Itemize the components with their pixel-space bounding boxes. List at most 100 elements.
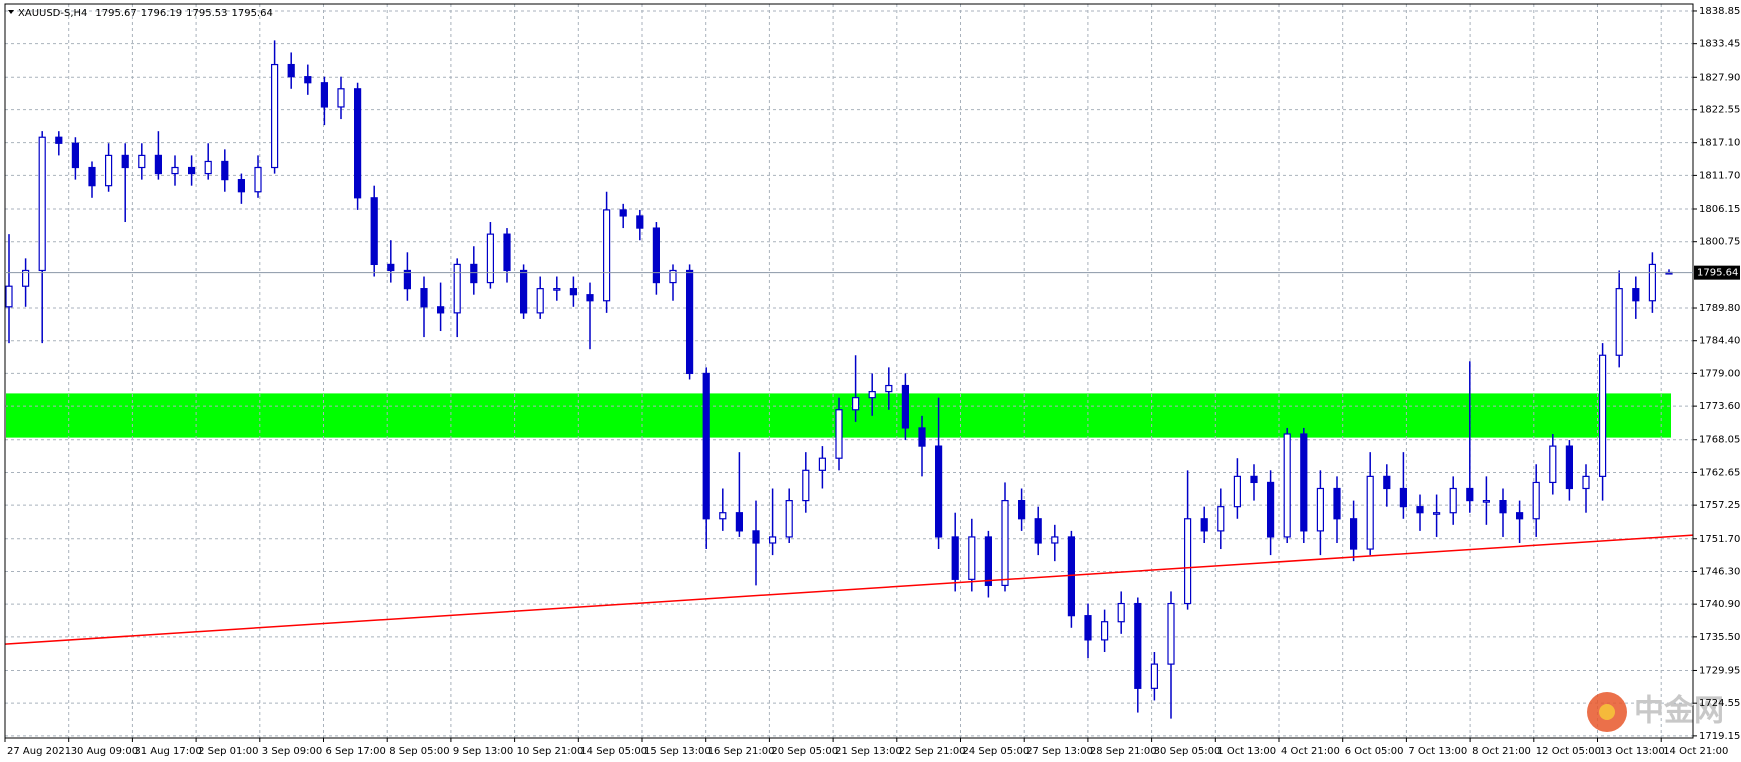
menu-arrow[interactable] bbox=[8, 10, 14, 14]
symbol: XAUUSD-S,H4 bbox=[18, 8, 87, 19]
y-tick-label: 1757.25 bbox=[1699, 500, 1740, 511]
y-tick-label: 1784.40 bbox=[1699, 336, 1740, 347]
x-tick-label: 16 Sep 21:00 bbox=[708, 746, 775, 757]
x-tick-label: 24 Sep 05:00 bbox=[963, 746, 1030, 757]
candle-body bbox=[88, 166, 96, 187]
candle-body bbox=[1366, 475, 1374, 550]
candle-body bbox=[536, 288, 544, 314]
y-tick-label: 1735.50 bbox=[1699, 632, 1740, 643]
candle-body bbox=[138, 154, 146, 169]
candle-body bbox=[1466, 487, 1474, 502]
y-tick-label: 1811.70 bbox=[1699, 170, 1740, 181]
candle-body bbox=[370, 197, 378, 266]
candle-body bbox=[171, 166, 179, 175]
candle-body bbox=[1499, 500, 1507, 514]
candle-body bbox=[1432, 512, 1441, 515]
x-tick-label: 3 Sep 09:00 bbox=[262, 746, 322, 757]
candle-body bbox=[1532, 481, 1540, 520]
candle-body bbox=[1300, 433, 1308, 532]
x-tick-label: 27 Aug 2021 bbox=[7, 746, 71, 757]
candle-body bbox=[38, 136, 46, 272]
candle-body bbox=[337, 88, 345, 108]
y-tick-label: 1751.70 bbox=[1699, 534, 1740, 545]
candle-body bbox=[768, 536, 777, 544]
candle-body bbox=[702, 372, 710, 520]
logo-core bbox=[1599, 704, 1615, 720]
candle-body bbox=[1449, 487, 1457, 514]
candle-body bbox=[1482, 500, 1491, 503]
candle-body bbox=[1084, 615, 1092, 641]
x-tick-label: 21 Sep 13:00 bbox=[835, 746, 902, 757]
y-tick-label: 1724.55 bbox=[1699, 698, 1740, 709]
y-tick-label: 1800.75 bbox=[1699, 237, 1740, 248]
y-tick-label: 1740.90 bbox=[1699, 599, 1740, 610]
candle-body bbox=[104, 154, 113, 187]
y-tick-label: 1768.05 bbox=[1699, 435, 1740, 446]
y-tick-label: 1822.55 bbox=[1699, 105, 1740, 116]
price-label: 1795.64 bbox=[1697, 268, 1738, 279]
x-tick-label: 22 Sep 21:00 bbox=[899, 746, 966, 757]
x-tick-label: 8 Sep 05:00 bbox=[389, 746, 449, 757]
candle-body bbox=[121, 154, 129, 169]
candle-body bbox=[1283, 433, 1291, 538]
candle-body bbox=[619, 209, 627, 217]
candle-body bbox=[1233, 475, 1242, 508]
x-tick-label: 7 Oct 13:00 bbox=[1408, 746, 1467, 757]
candle-body bbox=[320, 82, 328, 108]
y-tick-label: 1827.90 bbox=[1699, 72, 1740, 83]
candle-body bbox=[735, 512, 744, 532]
candle-body bbox=[1632, 288, 1640, 302]
candle-body bbox=[486, 233, 494, 284]
candle-body bbox=[1117, 602, 1125, 623]
x-tick-label: 27 Sep 13:00 bbox=[1026, 746, 1093, 757]
candle-body bbox=[885, 384, 893, 393]
x-tick-label: 6 Oct 05:00 bbox=[1345, 746, 1404, 757]
candle-body bbox=[453, 263, 461, 314]
x-tick-label: 4 Oct 21:00 bbox=[1281, 746, 1340, 757]
header: XAUUSD-S,H4 1795.67 1796.19 1795.53 1795.64 bbox=[8, 8, 273, 19]
close: 1795.64 bbox=[231, 8, 272, 19]
candle-body bbox=[719, 512, 727, 520]
y-tick-label: 1729.95 bbox=[1699, 665, 1740, 676]
candle-body bbox=[1150, 663, 1159, 689]
candle-body bbox=[752, 530, 760, 544]
y-tick-label: 1746.30 bbox=[1699, 566, 1740, 577]
candle-body bbox=[1067, 536, 1076, 617]
candle-body bbox=[71, 142, 80, 169]
candle-body bbox=[188, 166, 196, 175]
x-tick-label: 20 Sep 05:00 bbox=[771, 746, 838, 757]
x-tick-label: 30 Sep 05:00 bbox=[1154, 746, 1221, 757]
y-tick-label: 1779.00 bbox=[1699, 368, 1740, 379]
candle-body bbox=[636, 215, 644, 229]
candle-body bbox=[1615, 288, 1623, 356]
candle-body bbox=[1001, 500, 1009, 586]
candle-body bbox=[1383, 475, 1391, 490]
candle-body bbox=[951, 536, 959, 580]
x-tick-label: 9 Sep 13:00 bbox=[453, 746, 513, 757]
candle-body bbox=[154, 154, 162, 175]
y-tick-label: 1773.60 bbox=[1699, 401, 1740, 412]
x-tick-label: 30 Aug 09:00 bbox=[71, 746, 138, 757]
candle-body bbox=[1648, 263, 1657, 302]
y-tick-label: 1838.85 bbox=[1699, 6, 1740, 17]
plot-frame bbox=[4, 3, 1694, 739]
candle-body bbox=[835, 409, 843, 459]
high: 1796.19 bbox=[141, 8, 182, 19]
open: 1795.67 bbox=[95, 8, 136, 19]
candle-body bbox=[1266, 481, 1275, 538]
candle-body bbox=[1134, 602, 1142, 689]
candle-body bbox=[851, 397, 860, 411]
candle-body bbox=[1582, 475, 1590, 490]
x-tick-label: 10 Sep 21:00 bbox=[517, 746, 584, 757]
price-label-box bbox=[1694, 265, 1740, 280]
candle-body bbox=[519, 269, 528, 314]
header-text: XAUUSD-S,H4 1795.67 1796.19 1795.53 1795.64 bbox=[18, 8, 273, 19]
low: 1795.53 bbox=[186, 8, 227, 19]
candle-body bbox=[652, 227, 661, 284]
candle-body bbox=[503, 233, 511, 272]
candle-body bbox=[1217, 506, 1225, 532]
candle-body bbox=[901, 384, 910, 429]
candle-body bbox=[1399, 487, 1408, 508]
candle-body bbox=[22, 269, 30, 287]
